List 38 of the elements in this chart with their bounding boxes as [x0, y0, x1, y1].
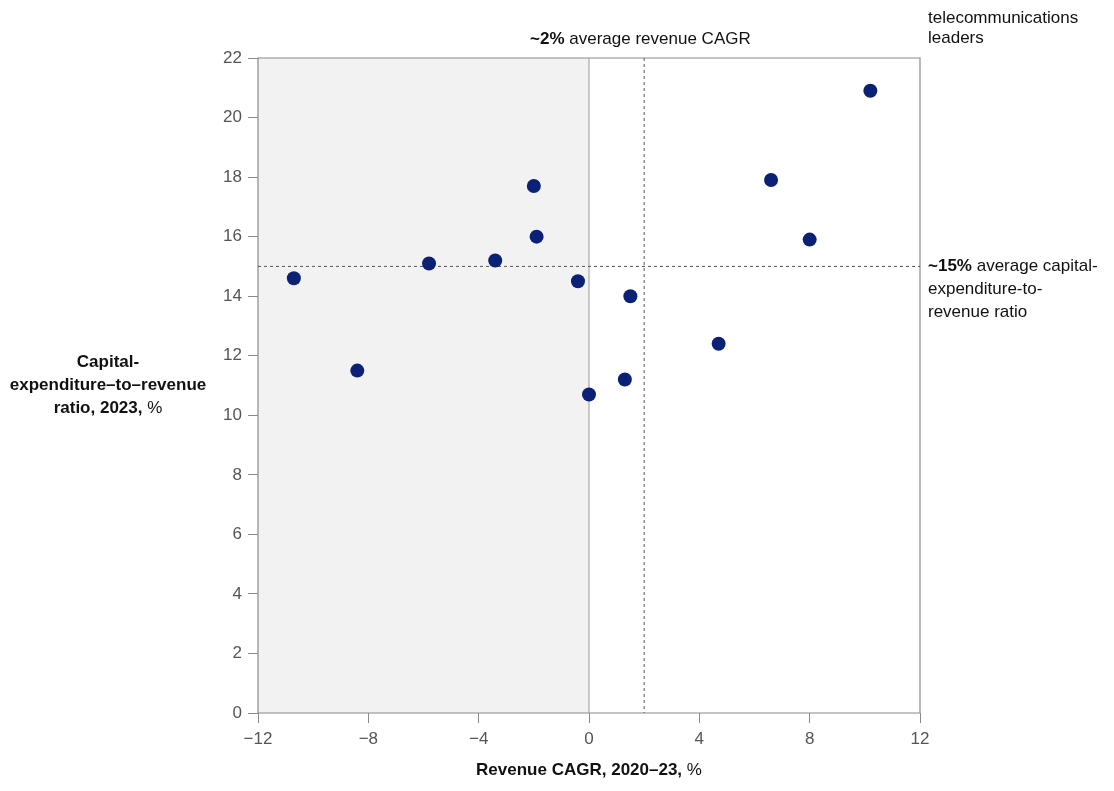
ref-line-label: ~2% average revenue CAGR: [530, 29, 751, 49]
point: [711, 336, 726, 351]
point: [582, 387, 596, 402]
y-tick-label: 2: [232, 643, 242, 663]
y-tick-label: 12: [223, 345, 242, 365]
x-tick-label: 8: [804, 728, 815, 748]
point: [529, 229, 544, 244]
y-tick-label: 10: [223, 404, 242, 424]
point: [617, 372, 632, 387]
point: [764, 173, 779, 188]
point: [488, 253, 503, 268]
ref-line-label: ~15% average capital-expenditure-to-revenue ratio: [928, 256, 1098, 322]
point: [286, 271, 301, 286]
y-axis-title: Capital-expenditure–to–revenue ratio, 2023, %: [9, 352, 207, 418]
y-tick-label: 22: [223, 47, 242, 67]
y-tick-label: 6: [232, 524, 242, 544]
point: [526, 179, 541, 194]
y-tick-label: 8: [232, 464, 242, 484]
x-tick-label: −12: [243, 728, 273, 748]
point: [802, 232, 817, 247]
y-tick-label: 4: [232, 583, 242, 603]
x-tick-label: 0: [584, 728, 594, 748]
x-axis-title: Revenue CAGR, 2020–23, %: [476, 760, 702, 780]
y-tick-label: 14: [223, 285, 242, 305]
point: [863, 83, 878, 98]
y-tick-label: 0: [232, 702, 242, 722]
point: [570, 274, 585, 289]
y-tick-label: 20: [223, 107, 242, 127]
x-tick-label: −4: [468, 728, 489, 748]
x-tick-label: 4: [694, 728, 705, 748]
text: telecommunications leaders: [928, 8, 1079, 48]
point: [350, 363, 365, 378]
x-tick-label: −8: [358, 728, 379, 748]
point: [422, 256, 437, 271]
y-tick-label: 18: [223, 166, 242, 186]
x-tick-label: 12: [910, 728, 930, 748]
point: [623, 289, 638, 304]
y-tick-label: 16: [223, 226, 242, 246]
